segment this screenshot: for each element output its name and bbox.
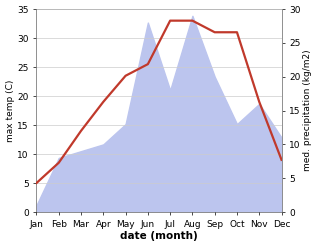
Y-axis label: max temp (C): max temp (C) <box>5 79 15 142</box>
X-axis label: date (month): date (month) <box>120 231 198 242</box>
Y-axis label: med. precipitation (kg/m2): med. precipitation (kg/m2) <box>303 50 313 171</box>
